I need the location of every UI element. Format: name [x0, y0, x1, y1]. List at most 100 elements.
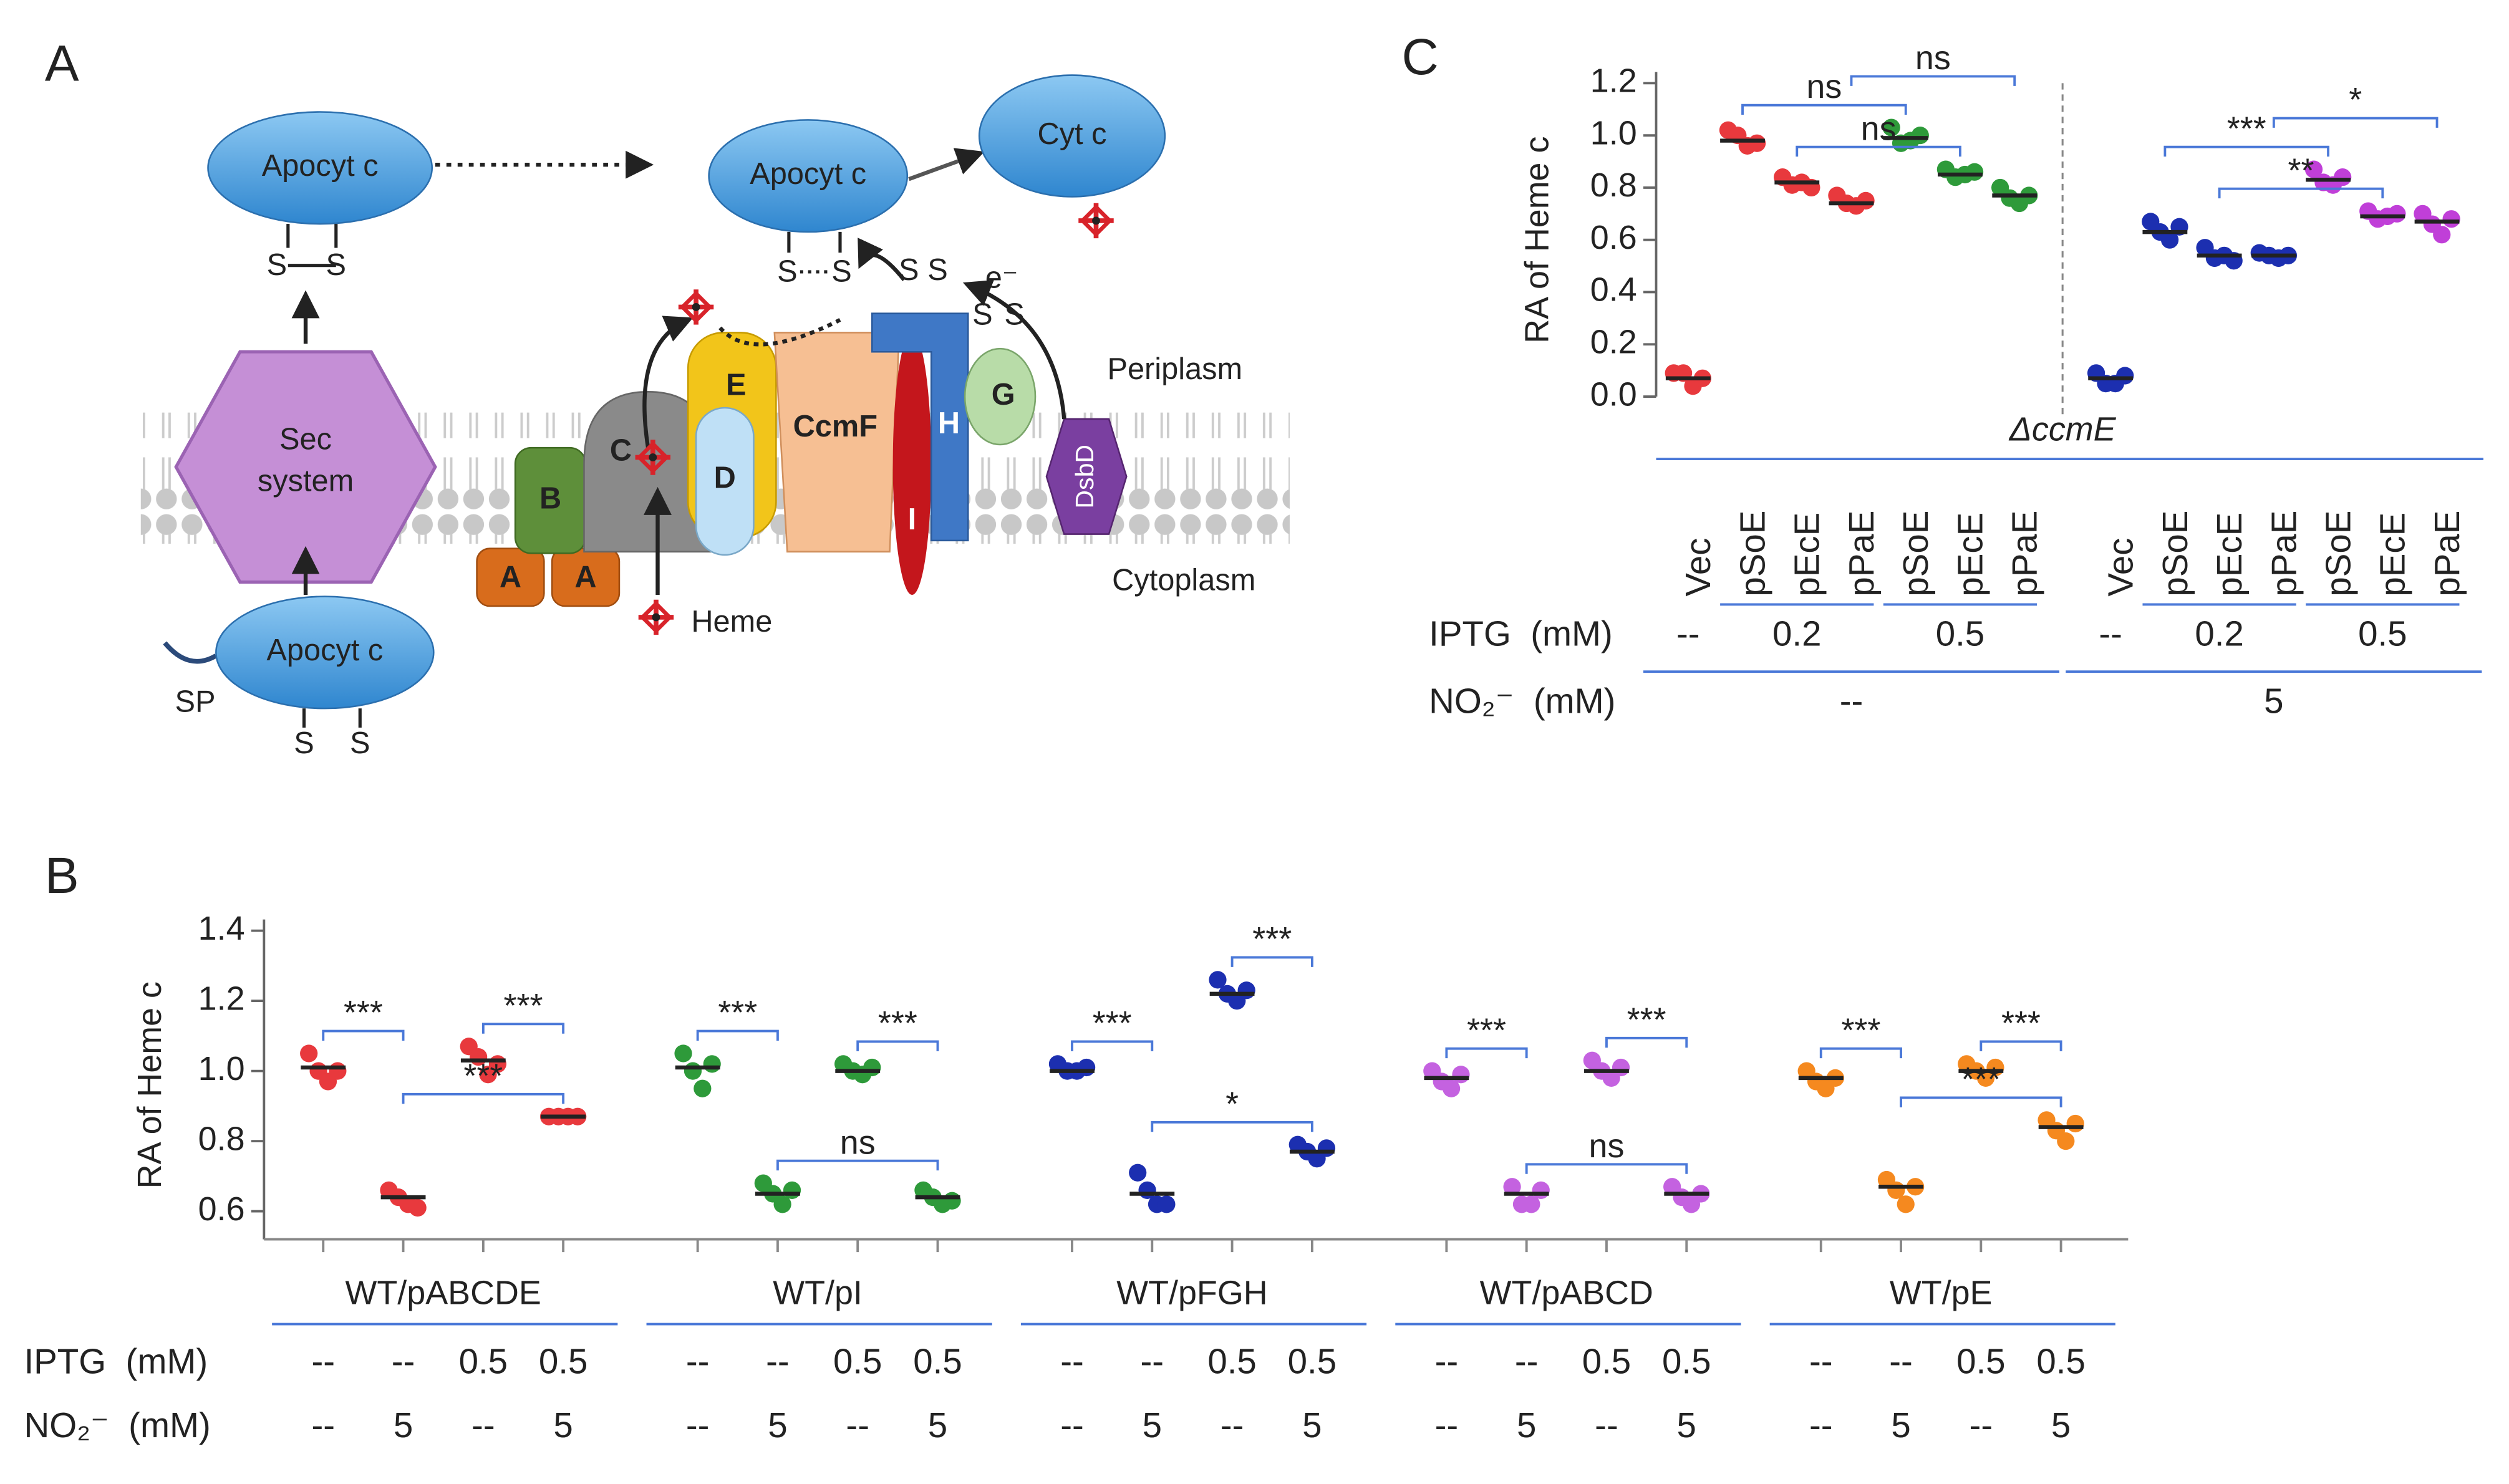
data-point: [1209, 971, 1227, 989]
data-point: [1532, 1181, 1550, 1199]
label: Apocyt c: [262, 149, 379, 183]
ccm-i: [892, 332, 932, 595]
label: S: [927, 253, 948, 287]
data-point: [1158, 1195, 1176, 1213]
arrow: [718, 318, 841, 347]
significance-bracket: [1796, 145, 1961, 157]
significance-label: ***: [344, 994, 383, 1031]
heme: [639, 600, 674, 635]
row-value: --: [1221, 1405, 1244, 1445]
y-tick-label: 0.0: [1590, 375, 1637, 413]
row-value: --: [686, 1342, 710, 1381]
row-value: --: [1060, 1405, 1084, 1445]
significance-bracket: [1850, 75, 2016, 86]
label: A: [574, 560, 596, 594]
y-tick-label: 1.2: [1590, 62, 1637, 100]
row-value: 5: [2264, 681, 2283, 720]
y-tick-label: 0.8: [1590, 166, 1637, 204]
data-point: [1911, 127, 1929, 145]
significance-label: *: [1225, 1085, 1239, 1122]
panel-label: B: [45, 847, 79, 904]
significance-label: ***: [1252, 920, 1292, 958]
dsbd: [1045, 418, 1128, 535]
y-tick-label: 0.4: [1590, 271, 1637, 309]
data-point: [1857, 191, 1875, 210]
significance-label: ***: [878, 1005, 917, 1042]
significance-bracket: [2272, 117, 2439, 128]
category-label: pEcE: [1787, 513, 1827, 597]
category-label: pSoE: [2319, 511, 2358, 597]
category-label: pPaE: [1842, 511, 1881, 597]
sec-system: [174, 350, 437, 584]
significance-label: ***: [463, 1057, 503, 1094]
row-value: 5: [1677, 1405, 1696, 1445]
significance-bracket: [1230, 956, 1313, 967]
row-value: 0.5: [1956, 1342, 2005, 1381]
significance-label: ***: [1467, 1011, 1506, 1049]
label: Heme: [691, 605, 772, 638]
significance-label: ***: [1961, 1061, 2001, 1098]
label: E: [726, 369, 747, 402]
row-value: 5: [394, 1405, 413, 1445]
data-point: [2388, 205, 2406, 223]
data-point: [329, 1062, 347, 1080]
label: S: [350, 726, 370, 760]
row-value: --: [1141, 1342, 1164, 1381]
label: A: [500, 560, 521, 594]
significance-bracket: [1900, 1096, 2062, 1107]
y-tick-label: 1.0: [198, 1050, 245, 1087]
apocyt: [708, 119, 909, 233]
row-value: 0.5: [2036, 1342, 2085, 1381]
label: Apocyt c: [266, 634, 383, 667]
significance-bracket: [2218, 187, 2384, 199]
data-point: [1522, 1195, 1540, 1213]
data-point: [300, 1044, 318, 1062]
arrow: [858, 238, 906, 281]
label: SP: [175, 685, 216, 718]
data-point: [2160, 231, 2179, 249]
significance-bracket: [776, 1159, 939, 1171]
significance-bracket: [1445, 1047, 1528, 1059]
row-value: 0.5: [539, 1342, 587, 1381]
data-point: [773, 1195, 791, 1213]
row-value: --: [311, 1342, 335, 1381]
y-tick-label: 0.6: [1590, 219, 1637, 256]
apocyt: [207, 111, 433, 225]
significance-label: **: [2288, 152, 2314, 189]
row-value: 0.5: [1582, 1342, 1631, 1381]
significance-bracket: [1819, 1047, 1902, 1059]
group-label: WT/pABCD: [1480, 1274, 1653, 1312]
diagram: Sec system Apocyt c S S Apocyt c SP S S …: [140, 74, 1290, 760]
y-tick-label: 0.6: [198, 1190, 245, 1228]
data-point: [694, 1079, 712, 1097]
row-value: --: [846, 1405, 869, 1445]
data-point: [703, 1055, 721, 1073]
arrow: [642, 316, 694, 448]
data-point: [2433, 226, 2451, 244]
row-value: 5: [768, 1405, 787, 1445]
y-axis-label: RA of Heme c: [131, 981, 168, 1188]
significance-label: ns: [1861, 110, 1897, 147]
significance-label: ***: [504, 987, 543, 1024]
charts: 0.60.81.01.21.4RA of Heme c *** ********* *…: [24, 39, 2483, 1445]
data-point: [1503, 1178, 1521, 1196]
label: S: [899, 253, 919, 287]
data-point: [1077, 1058, 1096, 1077]
data-point: [1612, 1058, 1630, 1077]
category-label: pEcE: [1950, 513, 1989, 597]
y-tick-label: 1.2: [198, 980, 245, 1017]
data-point: [1452, 1066, 1470, 1084]
significance-bracket: [1741, 104, 1907, 115]
group-label: WT/pE: [1890, 1274, 1993, 1312]
significance-label: ns: [840, 1124, 876, 1161]
label: B: [539, 482, 561, 516]
significance-label: ***: [2227, 110, 2266, 147]
row-value: --: [1595, 1405, 1618, 1445]
ccm-h: [871, 312, 969, 542]
label: D: [714, 461, 736, 494]
category-label: pPaE: [2264, 511, 2303, 597]
row-value: --: [766, 1342, 790, 1381]
row-value: 5: [1517, 1405, 1536, 1445]
cyt-c: [978, 74, 1166, 198]
row-value: 5: [1891, 1405, 1910, 1445]
